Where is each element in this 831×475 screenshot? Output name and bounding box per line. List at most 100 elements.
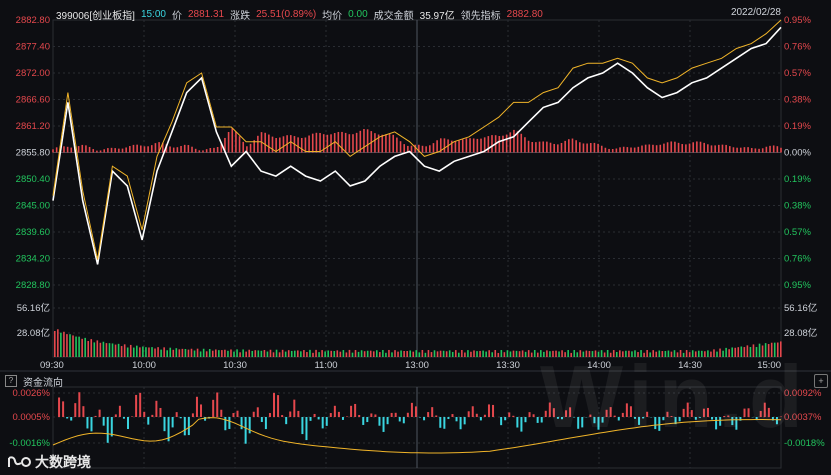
breadth-bar	[99, 150, 102, 153]
breadth-bar	[571, 138, 574, 153]
volume-bar	[755, 347, 758, 357]
breadth-bar	[531, 142, 534, 153]
breadth-bar	[736, 147, 738, 153]
volume-bar	[655, 351, 658, 357]
breadth-bar	[677, 142, 680, 153]
volume-bar	[722, 350, 724, 357]
flow-bar	[678, 417, 681, 422]
flow-bar	[593, 417, 596, 424]
breadth-bar	[315, 132, 318, 153]
volume-bar	[142, 346, 144, 357]
expand-icon[interactable]: +	[814, 374, 828, 388]
volume-bar	[187, 349, 190, 357]
breadth-bar	[568, 139, 570, 153]
volume-bar	[415, 350, 418, 357]
flow-bar	[382, 417, 385, 432]
breadth-bar	[644, 144, 647, 153]
volume-bar	[224, 349, 226, 357]
volume-bar	[658, 350, 661, 357]
flow-bar	[187, 417, 190, 436]
flow-bar	[102, 417, 105, 426]
turnover-value: 35.97亿	[419, 10, 455, 22]
volume-bar	[461, 349, 463, 357]
volume-bar	[558, 351, 560, 357]
volume-bar	[81, 338, 83, 357]
flow-bar	[183, 417, 186, 436]
help-icon[interactable]: ?	[5, 375, 17, 387]
flow-bar	[723, 415, 726, 417]
volume-bar	[561, 350, 563, 357]
flow-bar	[763, 402, 766, 417]
breadth-bar	[593, 142, 596, 153]
breadth-bar	[648, 144, 651, 153]
volume-bar	[573, 350, 576, 357]
breadth-bar	[450, 140, 453, 153]
flow-panel-title[interactable]: 资金流向	[23, 377, 63, 389]
flow-bar	[337, 411, 340, 417]
volume-bar	[281, 349, 284, 357]
volume-bar	[254, 350, 257, 357]
flow-bar	[459, 417, 462, 430]
breadth-bar	[461, 139, 464, 153]
volume-bar	[199, 351, 202, 357]
index-code[interactable]: 399006[创业板指]	[56, 10, 135, 22]
volume-bar	[312, 352, 314, 357]
volume-bar	[482, 350, 484, 357]
brand-logo-text: 大数跨境	[35, 454, 91, 470]
breadth-bar	[308, 135, 310, 153]
breadth-bar	[238, 136, 241, 153]
breadth-bar	[326, 134, 329, 153]
breadth-bar	[611, 149, 614, 153]
volume-bar	[102, 341, 105, 357]
volume-bar	[324, 351, 326, 357]
volume-bar	[503, 352, 506, 357]
volume-bar	[339, 351, 342, 357]
breadth-bar	[505, 134, 508, 153]
breadth-bar	[289, 135, 292, 153]
flow-bar	[439, 417, 442, 428]
breadth-bar	[750, 148, 753, 153]
flow-bar	[329, 413, 332, 417]
volume-bar	[515, 350, 518, 357]
volume-bar	[214, 349, 217, 357]
volume-bar	[345, 352, 348, 357]
avg-value: 0.00	[348, 8, 368, 20]
breadth-bar	[279, 137, 281, 153]
breadth-bar	[150, 145, 153, 153]
flow-bar	[617, 417, 620, 421]
breadth-bar	[549, 142, 552, 153]
volume-bar	[227, 350, 229, 357]
breadth-bar	[513, 129, 515, 153]
volume-bar	[770, 342, 773, 357]
breadth-bar	[304, 137, 307, 153]
volume-bar	[445, 351, 448, 357]
breadth-bar	[333, 133, 336, 153]
flow-bar	[475, 413, 478, 417]
volume-bar	[479, 350, 481, 357]
flow-bar	[410, 402, 413, 417]
flow-bar	[609, 407, 612, 417]
flow-bar	[548, 402, 551, 417]
flow-bar	[281, 415, 284, 417]
flow-bar	[264, 417, 267, 430]
volume-bar	[767, 344, 770, 357]
volume-bar	[69, 334, 71, 357]
volume-bar	[409, 350, 412, 357]
volume-bar	[451, 351, 454, 357]
breadth-bar	[191, 146, 193, 153]
volume-bar	[631, 351, 633, 357]
flow-bar	[378, 417, 381, 426]
flow-bar	[613, 415, 616, 417]
volume-bar	[597, 351, 600, 357]
volume-bar	[740, 346, 743, 357]
breadth-bar	[739, 147, 742, 153]
volume-bar	[418, 352, 421, 357]
price-tick-label: 2828.80	[16, 280, 50, 291]
volume-bar	[123, 344, 126, 357]
volume-tick-label: 28.08亿	[17, 327, 50, 339]
breadth-bar	[622, 146, 625, 153]
volume-bar	[151, 347, 153, 357]
flow-bar	[719, 417, 722, 426]
volume-bar	[239, 352, 241, 357]
